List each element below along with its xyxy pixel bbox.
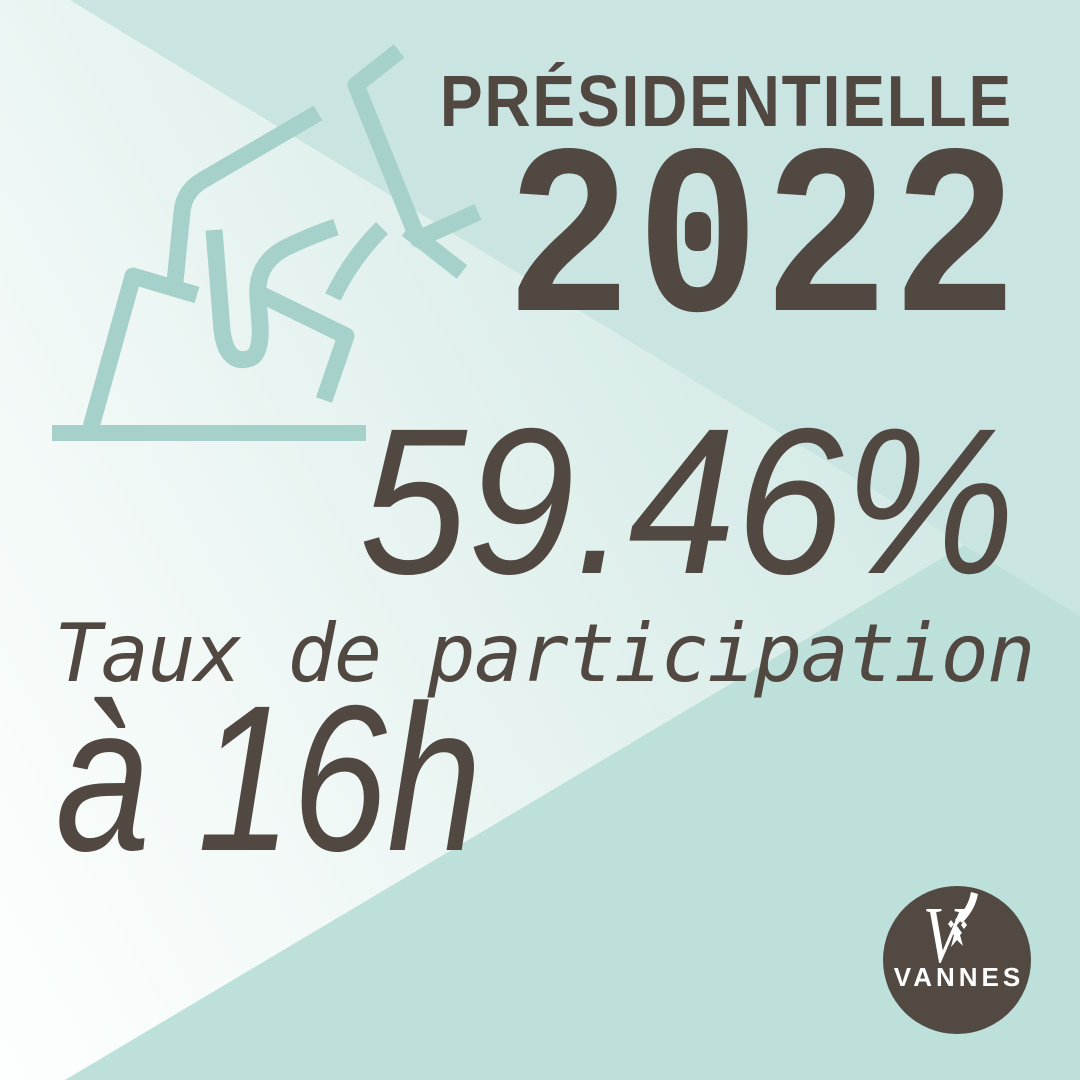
ballot-paper-icon bbox=[347, 44, 482, 248]
ballot-slot-dot bbox=[684, 212, 711, 251]
ermine-spot-icon bbox=[948, 916, 967, 947]
logo-apostrophe-icon bbox=[957, 892, 978, 923]
hand-thumb-icon bbox=[325, 221, 389, 301]
participation-rate-value: 59.46% bbox=[358, 386, 1015, 618]
logo-initial: V bbox=[923, 892, 962, 980]
ballot-box-left-icon bbox=[82, 267, 200, 430]
poster-year: 2022 bbox=[511, 115, 1026, 347]
logo-city-name: VANNES bbox=[893, 962, 1025, 992]
vannes-logo: V VANNES bbox=[883, 886, 1031, 1034]
ballot-corner-icon bbox=[401, 222, 468, 279]
vannes-logo-mark bbox=[883, 886, 1031, 1034]
year-digit-zero: 0 bbox=[640, 115, 769, 347]
participation-rate-time: à 16h bbox=[55, 663, 482, 895]
ballot-box-right-icon bbox=[252, 284, 355, 403]
year-digits: 22 bbox=[768, 101, 1026, 360]
participation-rate-label: Taux de participation bbox=[54, 607, 1035, 700]
year-digit: 2 bbox=[511, 101, 640, 360]
hand-arm-icon bbox=[165, 105, 323, 293]
hand-finger-icon bbox=[205, 218, 339, 369]
poster-title: PRÉSIDENTIELLE bbox=[439, 62, 1013, 142]
logo-circle bbox=[883, 886, 1031, 1034]
